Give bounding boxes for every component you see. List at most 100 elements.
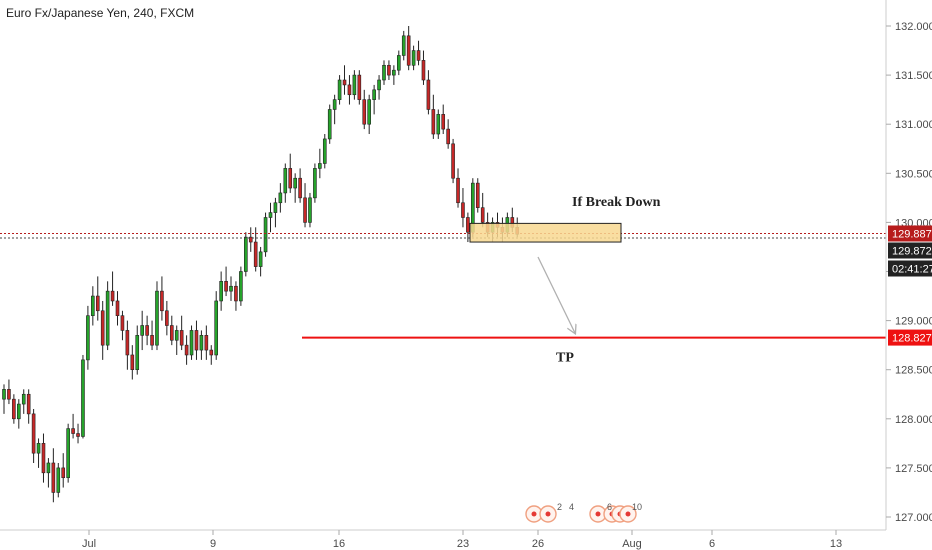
candle xyxy=(298,168,302,203)
candle xyxy=(61,453,66,488)
countdown-badge: 02:41:27 xyxy=(888,260,932,277)
candle xyxy=(396,50,401,76)
candle xyxy=(273,197,278,228)
candle xyxy=(244,232,248,277)
time-tick-label: 6 xyxy=(709,538,715,550)
candle xyxy=(416,40,421,66)
candle xyxy=(411,45,416,71)
svg-text:02:41:27: 02:41:27 xyxy=(892,263,932,275)
candle xyxy=(31,408,36,463)
candle xyxy=(426,70,431,115)
candle xyxy=(436,109,441,139)
candle xyxy=(105,281,110,351)
break-down-zone[interactable] xyxy=(469,222,622,243)
candle xyxy=(318,148,322,179)
candle xyxy=(263,212,268,257)
price-tick-label: 130.500 xyxy=(895,168,932,180)
event-markers[interactable]: 2 4 6 10 xyxy=(525,502,642,523)
bid-price-badge: 129.872 xyxy=(888,242,932,259)
candle xyxy=(401,30,406,61)
candle xyxy=(441,104,446,135)
candle xyxy=(327,104,332,144)
price-tick-label: 131.000 xyxy=(895,119,932,131)
candle xyxy=(71,413,75,439)
candle xyxy=(86,305,90,370)
projection-arrow[interactable] xyxy=(537,256,575,333)
candle xyxy=(41,433,46,483)
candle xyxy=(174,325,179,355)
candle xyxy=(194,320,199,360)
candle xyxy=(332,94,337,125)
candle xyxy=(283,163,288,203)
candle xyxy=(91,286,95,326)
candle xyxy=(480,192,485,228)
candle xyxy=(382,60,386,85)
candle xyxy=(155,281,159,351)
candle xyxy=(362,89,367,130)
price-tick-label: 129.000 xyxy=(895,316,932,328)
event-marker[interactable] xyxy=(619,505,637,523)
candle xyxy=(357,70,362,105)
candle xyxy=(253,227,258,272)
candle xyxy=(288,153,293,193)
candle xyxy=(209,345,214,365)
price-tick-label: 128.000 xyxy=(895,414,932,426)
candle xyxy=(229,276,233,301)
candle xyxy=(150,320,154,351)
candle xyxy=(303,183,307,228)
svg-text:129.887: 129.887 xyxy=(892,228,932,240)
time-tick-label: 16 xyxy=(333,538,345,550)
candle xyxy=(165,300,169,336)
candle xyxy=(258,246,263,277)
candle xyxy=(160,276,164,321)
time-axis[interactable]: Jul 9 16 23 26 Aug 6 13 xyxy=(82,530,842,550)
candle xyxy=(204,325,209,360)
price-badges: 129.887 129.872 02:41:27 128.827 xyxy=(888,225,932,346)
candle xyxy=(184,335,189,365)
candle xyxy=(17,399,21,429)
candle xyxy=(224,266,228,297)
candle xyxy=(51,448,56,503)
time-tick-label: Jul xyxy=(82,538,96,550)
candle xyxy=(248,227,253,252)
price-tick-label: 127.000 xyxy=(895,512,932,524)
candle xyxy=(125,320,130,370)
time-tick-label: 26 xyxy=(532,538,544,550)
candle xyxy=(12,394,16,424)
candles-layer xyxy=(2,26,520,503)
time-tick-label: 23 xyxy=(457,538,469,550)
candle xyxy=(135,325,140,375)
candle xyxy=(293,173,297,203)
price-levels-layer xyxy=(0,232,886,239)
candle xyxy=(372,84,376,115)
candle xyxy=(234,281,238,311)
candle xyxy=(421,50,426,85)
candle xyxy=(100,300,105,360)
candle xyxy=(367,94,371,135)
candle xyxy=(66,423,70,483)
candle xyxy=(387,60,391,81)
event-count: 2 xyxy=(557,502,562,512)
candle xyxy=(2,384,6,414)
price-tick-label: 128.500 xyxy=(895,365,932,377)
candle xyxy=(7,379,11,405)
candle xyxy=(76,423,80,444)
zone-label: If Break Down xyxy=(572,195,661,210)
candle xyxy=(189,325,194,360)
event-count: 6 xyxy=(607,502,612,512)
candle xyxy=(337,75,342,105)
time-tick-label: 9 xyxy=(210,538,216,550)
candle xyxy=(26,389,31,424)
candle xyxy=(461,188,465,228)
candle xyxy=(120,310,125,341)
candle xyxy=(46,458,51,488)
time-tick-label: Aug xyxy=(622,538,642,550)
candle xyxy=(278,183,283,213)
candle xyxy=(475,178,480,213)
candle xyxy=(322,134,327,169)
price-tick-label: 127.500 xyxy=(895,463,932,475)
chart-title: Euro Fx/Japanese Yen, 240, FXCM xyxy=(6,6,194,20)
event-marker[interactable] xyxy=(539,505,557,523)
target-price-badge: 128.827 xyxy=(888,329,932,346)
